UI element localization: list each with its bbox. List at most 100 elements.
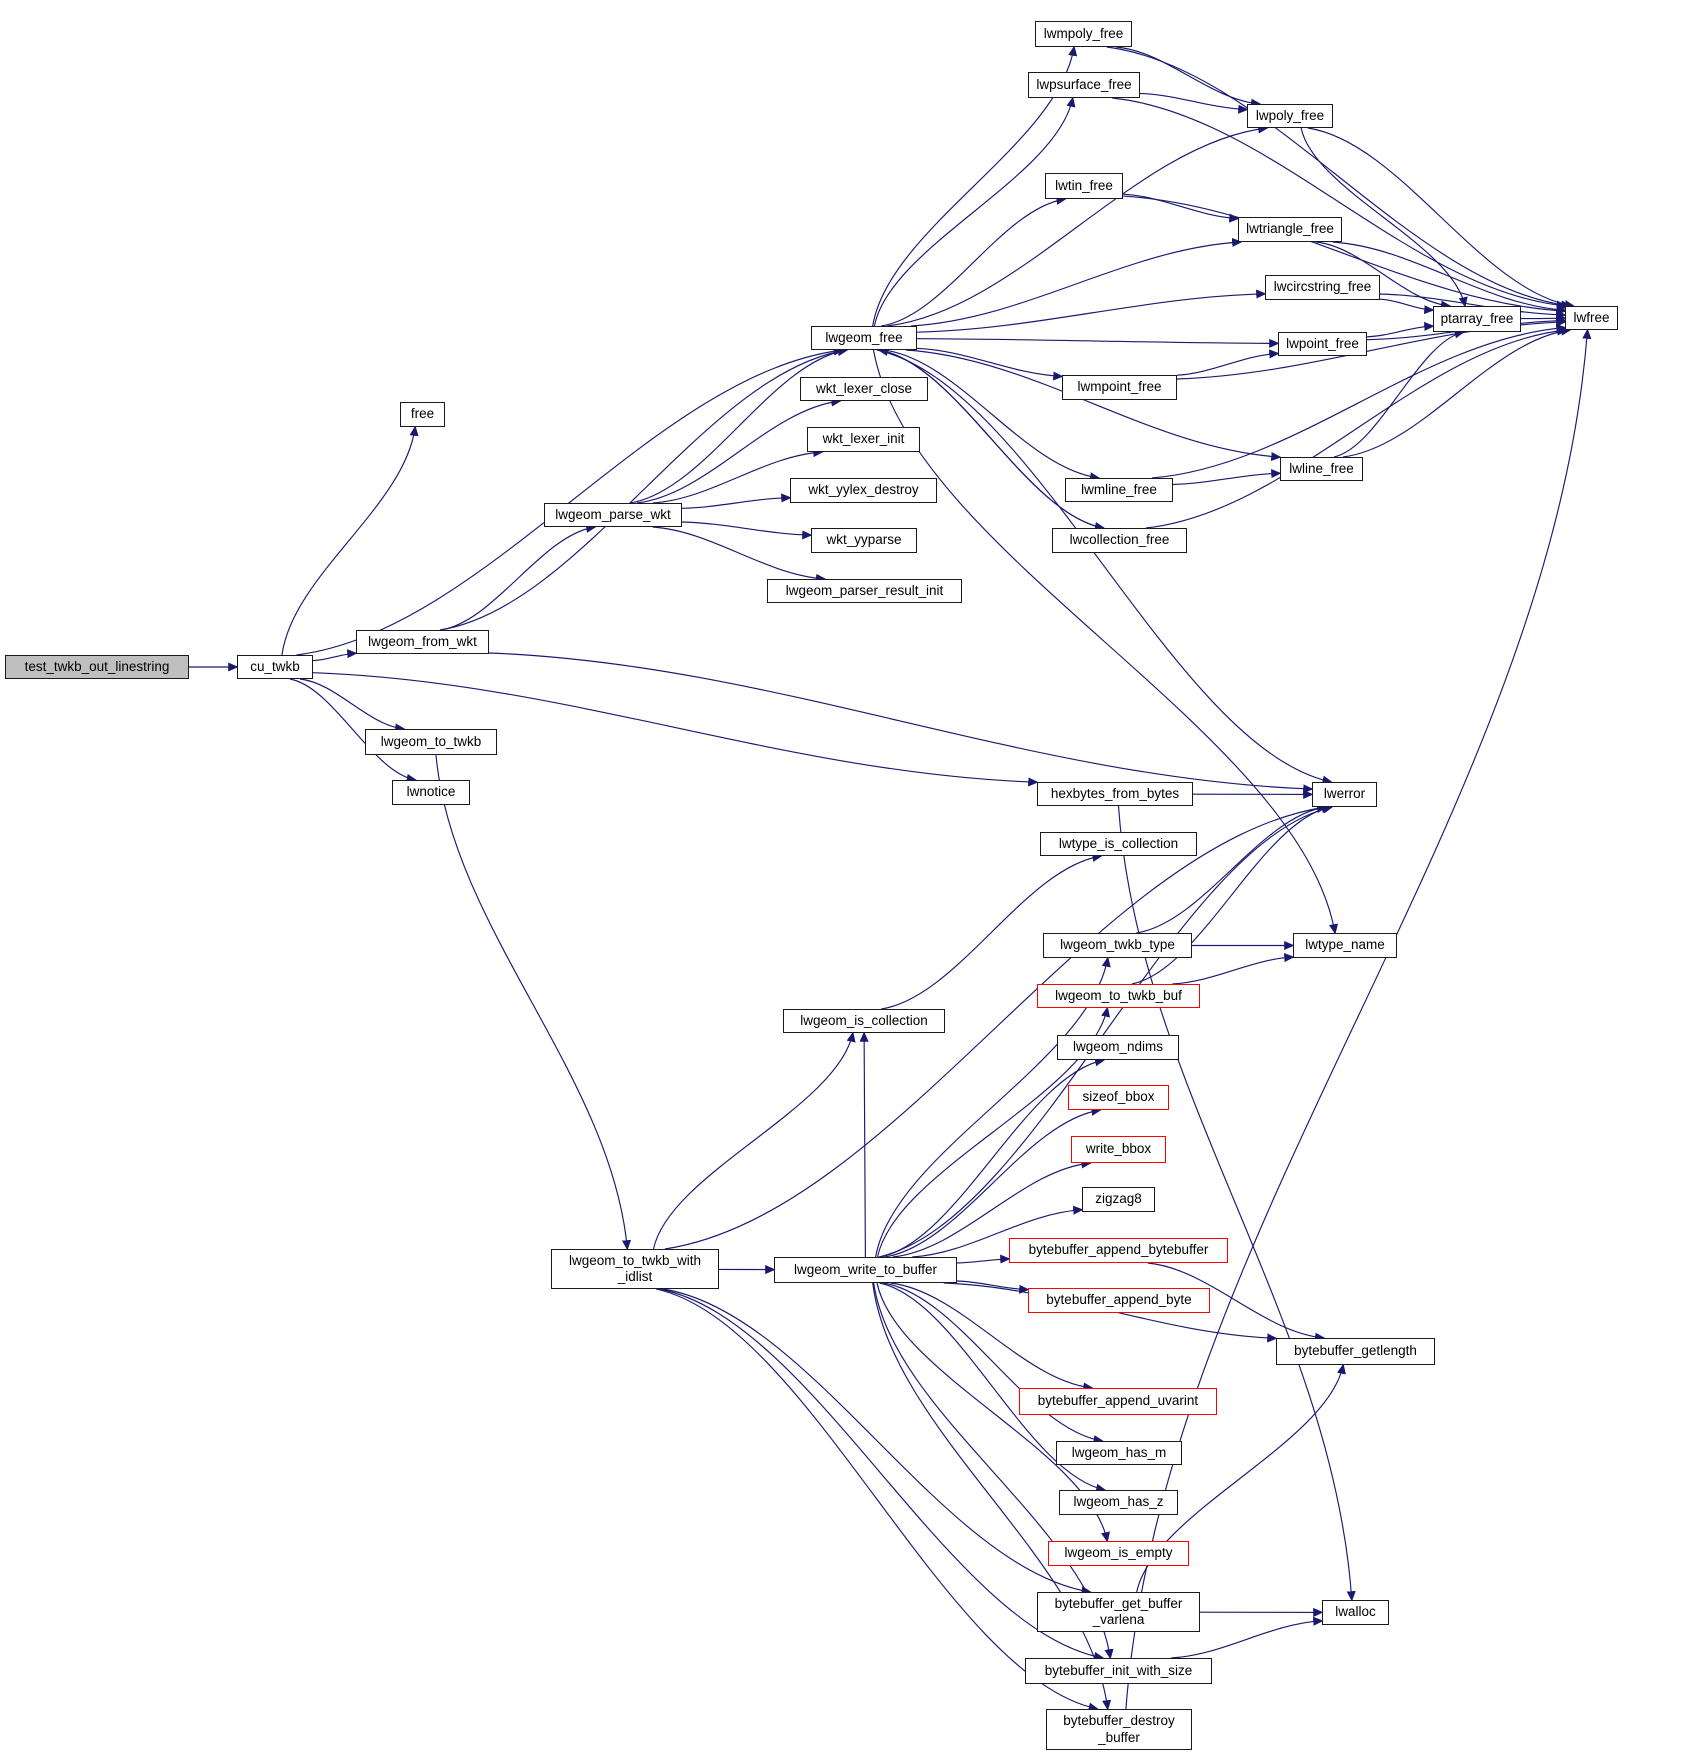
edge-bytebuffer_init_with_size--lwalloc [1171, 1616, 1324, 1659]
node-bytebuffer-append-uvarint[interactable]: bytebuffer_append_uvarint [1019, 1388, 1217, 1415]
node-lwpsurface-free[interactable]: lwpsurface_free [1028, 72, 1140, 98]
node-test-twkb-out-linestring: test_twkb_out_linestring [5, 655, 189, 679]
edge-lwgeom_free--lwpoly_free [886, 124, 1269, 327]
node-lwgeom-write-to-buffer[interactable]: lwgeom_write_to_buffer [774, 1257, 957, 1283]
node-lwnotice[interactable]: lwnotice [392, 780, 470, 805]
node-ptarray-free[interactable]: ptarray_free [1433, 306, 1521, 332]
node-label: lwpsurface_free [1036, 76, 1132, 92]
edge-lwgeom_write_to_buffer--bytebuffer_append_bytebuffer [956, 1254, 1011, 1264]
edge-lwgeom_write_to_buffer--lwgeom_has_m [883, 1282, 1104, 1445]
node-wkt-lexer-init[interactable]: wkt_lexer_init [807, 427, 920, 452]
node-lwline-free[interactable]: lwline_free [1280, 457, 1363, 481]
edge-lwtriangle_free--ptarray_free [1316, 241, 1452, 310]
node-label: bytebuffer_getlength [1294, 1343, 1417, 1359]
edge-lwcollection_free--lwfree [1145, 326, 1568, 529]
node-lwtype-name[interactable]: lwtype_name [1293, 933, 1397, 958]
node-label: sizeof_bbox [1082, 1089, 1155, 1105]
node-bytebuffer-get-buffer-varlena[interactable]: bytebuffer_get_buffer _varlena [1037, 1592, 1200, 1632]
node-lwgeom-to-twkb-buf[interactable]: lwgeom_to_twkb_buf [1037, 984, 1200, 1008]
node-wkt-lexer-close[interactable]: wkt_lexer_close [800, 377, 928, 401]
node-lwcircstring-free[interactable]: lwcircstring_free [1265, 275, 1380, 300]
node-lwgeom-twkb-type[interactable]: lwgeom_twkb_type [1043, 933, 1192, 958]
node-label: lwmline_free [1081, 481, 1157, 497]
node-lwpoint-free[interactable]: lwpoint_free [1278, 332, 1367, 356]
node-label: ptarray_free [1440, 310, 1514, 326]
node-lwcollection-free[interactable]: lwcollection_free [1052, 528, 1187, 553]
edge-lwgeom_free--lwline_free [905, 349, 1282, 462]
node-label: lwmpoly_free [1043, 25, 1124, 41]
node-lwfree[interactable]: lwfree [1565, 306, 1618, 330]
node-lwgeom-parse-wkt[interactable]: lwgeom_parse_wkt [544, 503, 682, 527]
node-label: lwgeom_has_m [1071, 1444, 1167, 1460]
node-label: lwcircstring_free [1273, 279, 1372, 295]
node-lwgeom-from-wkt[interactable]: lwgeom_from_wkt [356, 630, 489, 654]
edge-lwmpoly_free--lwpoly_free [1116, 46, 1262, 108]
node-label: lwline_free [1289, 460, 1354, 476]
node-lwmpoint-free[interactable]: lwmpoint_free [1062, 375, 1177, 400]
node-label: lwfree [1573, 309, 1610, 325]
edge-cu_twkb--free [281, 425, 419, 656]
edge-lwgeom_write_to_buffer--lwgeom_is_collection [859, 1031, 869, 1258]
edge-lwgeom_parse_wkt--lwgeom_parser_result_init [652, 526, 827, 583]
node-lwgeom-to-twkb[interactable]: lwgeom_to_twkb [365, 729, 497, 755]
node-lwmline-free[interactable]: lwmline_free [1065, 478, 1173, 502]
node-label: bytebuffer_get_buffer _varlena [1054, 1595, 1183, 1627]
node-label: lwtin_free [1055, 177, 1113, 193]
node-write-bbox[interactable]: write_bbox [1071, 1136, 1166, 1163]
edge-lwgeom_to_twkb_with_idlist--lwerror [664, 803, 1328, 1250]
node-bytebuffer-getlength[interactable]: bytebuffer_getlength [1276, 1338, 1435, 1365]
node-lwtype-is-collection[interactable]: lwtype_is_collection [1040, 832, 1197, 856]
edge-bytebuffer_append_bytebuffer--bytebuffer_getlength [1147, 1262, 1326, 1342]
node-label: lwgeom_ndims [1072, 1039, 1164, 1055]
node-bytebuffer-init-with-size[interactable]: bytebuffer_init_with_size [1025, 1658, 1212, 1684]
node-wkt-yyparse[interactable]: wkt_yyparse [811, 528, 917, 553]
edge-lwgeom_to_twkb--lwgeom_to_twkb_with_idlist [435, 754, 632, 1251]
node-label: free [410, 406, 435, 422]
node-hexbytes-from-bytes[interactable]: hexbytes_from_bytes [1037, 782, 1193, 806]
node-lwalloc[interactable]: lwalloc [1322, 1600, 1389, 1625]
node-free[interactable]: free [400, 402, 445, 427]
edge-lwgeom_to_twkb_buf--lwtype_name [1172, 952, 1295, 985]
node-label: lwcollection_free [1069, 532, 1170, 548]
node-label: lwgeom_free [825, 329, 903, 345]
node-lwgeom-free[interactable]: lwgeom_free [811, 326, 917, 350]
node-label: write_bbox [1085, 1141, 1152, 1157]
node-bytebuffer-destroy-buffer[interactable]: bytebuffer_destroy _buffer [1046, 1709, 1192, 1750]
edge-lwgeom_to_twkb_with_idlist--bytebuffer_get_buffer_varlena [663, 1288, 1092, 1596]
node-label: bytebuffer_append_bytebuffer [1028, 1242, 1209, 1258]
node-lwgeom-has-z[interactable]: lwgeom_has_z [1059, 1490, 1178, 1515]
node-lwerror[interactable]: lwerror [1312, 782, 1377, 807]
edge-lwgeom_write_to_buffer--lwgeom_has_z [879, 1282, 1107, 1493]
node-lwpoly-free[interactable]: lwpoly_free [1247, 104, 1333, 128]
edge-lwgeom_from_wkt--lwgeom_parse_wkt [440, 523, 597, 631]
edge-lwmline_free--lwfree [1151, 323, 1567, 479]
node-sizeof-bbox[interactable]: sizeof_bbox [1068, 1085, 1169, 1110]
edge-lwgeom_free--lwcircstring_free [916, 289, 1267, 333]
edge-lwgeom_write_to_buffer--zigzag8 [912, 1205, 1084, 1258]
edge-lwgeom_from_wkt--lwerror [488, 652, 1314, 794]
node-bytebuffer-append-byte[interactable]: bytebuffer_append_byte [1028, 1288, 1210, 1313]
node-bytebuffer-append-bytebuffer[interactable]: bytebuffer_append_bytebuffer [1009, 1238, 1228, 1263]
node-lwgeom-has-m[interactable]: lwgeom_has_m [1056, 1441, 1182, 1465]
edge-lwgeom_parse_wkt--wkt_yyparse [681, 521, 813, 540]
node-lwtin-free[interactable]: lwtin_free [1045, 173, 1123, 199]
edge-cu_twkb--hexbytes_from_bytes [312, 672, 1039, 787]
node-lwtriangle-free[interactable]: lwtriangle_free [1238, 217, 1342, 242]
node-lwgeom-parser-result-init[interactable]: lwgeom_parser_result_init [767, 579, 962, 603]
node-label: lwpoint_free [1286, 335, 1359, 351]
edge-lwpoly_free--lwfree [1307, 127, 1576, 310]
node-lwmpoly-free[interactable]: lwmpoly_free [1035, 21, 1132, 47]
edge-lwcollection_free--lwgeom_free [877, 347, 1104, 529]
node-cu-twkb[interactable]: cu_twkb [237, 655, 313, 679]
edge-lwpoly_free--ptarray_free [1300, 127, 1468, 308]
edge-lwpsurface_free--lwpoly_free [1139, 92, 1249, 114]
node-zigzag8[interactable]: zigzag8 [1082, 1187, 1155, 1212]
node-wkt-yylex-destroy[interactable]: wkt_yylex_destroy [790, 478, 937, 503]
edge-lwgeom_write_to_buffer--lwerror [878, 804, 1334, 1258]
edge-hexbytes_from_bytes--lwalloc [1117, 805, 1356, 1602]
node-lwgeom-is-collection[interactable]: lwgeom_is_collection [783, 1009, 945, 1033]
node-lwgeom-ndims[interactable]: lwgeom_ndims [1057, 1035, 1179, 1060]
node-lwgeom-is-empty[interactable]: lwgeom_is_empty [1048, 1541, 1189, 1566]
node-lwgeom-to-twkb-with-idlist[interactable]: lwgeom_to_twkb_with _idlist [551, 1249, 719, 1289]
